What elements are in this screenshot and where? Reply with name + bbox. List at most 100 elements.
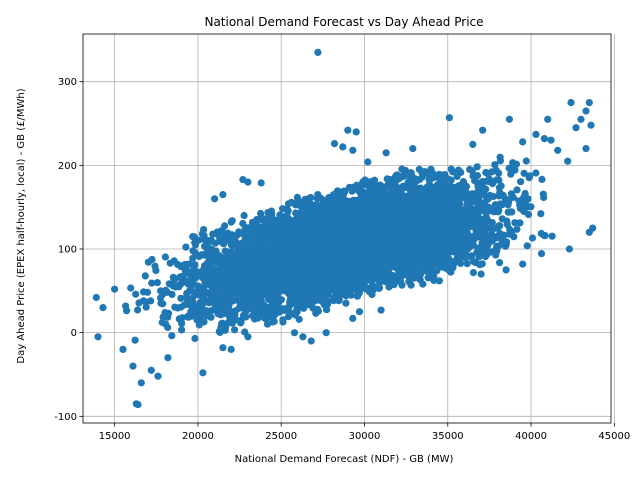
data-point [522, 157, 530, 165]
data-point [513, 186, 521, 194]
data-point [462, 237, 470, 245]
data-point [476, 261, 484, 269]
data-point [411, 274, 419, 282]
data-point [142, 303, 150, 311]
data-point [317, 194, 325, 202]
data-point [390, 279, 399, 287]
data-point [134, 306, 142, 314]
data-point [218, 310, 226, 318]
data-point [221, 222, 229, 230]
data-point [484, 195, 492, 203]
data-point [295, 292, 303, 300]
data-point [191, 334, 199, 343]
data-point [494, 232, 502, 240]
data-point [175, 281, 183, 289]
data-point [185, 295, 193, 303]
data-point [220, 299, 228, 307]
data-point [153, 279, 161, 287]
data-point [257, 238, 265, 246]
data-point [271, 302, 279, 311]
data-point [304, 195, 312, 203]
data-point [422, 254, 430, 262]
data-point [122, 302, 130, 310]
data-point [251, 236, 259, 244]
data-point [210, 265, 218, 273]
data-point [203, 246, 211, 254]
data-point [399, 182, 407, 190]
data-point [461, 182, 470, 190]
data-point [482, 207, 491, 215]
data-point [472, 220, 480, 228]
data-point [165, 309, 173, 317]
data-point [161, 253, 169, 261]
data-point [323, 207, 331, 216]
data-point [528, 234, 537, 242]
data-point [292, 209, 300, 217]
data-point [362, 197, 370, 205]
data-point [212, 271, 220, 279]
data-point [263, 320, 272, 328]
data-point [148, 279, 156, 287]
data-point [463, 201, 471, 209]
data-point [548, 232, 556, 240]
data-point [192, 313, 200, 321]
data-point [475, 253, 483, 261]
data-point [538, 175, 546, 183]
data-point [505, 196, 513, 204]
data-point [459, 228, 467, 236]
data-point [257, 224, 265, 232]
data-point [237, 316, 245, 324]
data-point [347, 291, 355, 299]
data-point [218, 281, 226, 289]
data-point [473, 232, 481, 240]
data-point [198, 318, 206, 326]
data-point [339, 211, 347, 219]
data-point [253, 216, 262, 224]
data-point [524, 195, 532, 203]
data-point [461, 193, 469, 202]
data-point [539, 190, 547, 198]
data-point [388, 232, 396, 240]
data-point [243, 281, 251, 290]
data-point [194, 288, 202, 296]
data-point [191, 261, 199, 269]
data-point [379, 196, 387, 204]
data-point [443, 260, 451, 269]
data-point [177, 294, 185, 302]
data-point [256, 252, 264, 260]
data-point [178, 326, 186, 334]
data-point [351, 246, 359, 254]
data-point [359, 283, 367, 291]
data-point [341, 188, 349, 196]
data-point [416, 206, 424, 214]
data-point [496, 259, 504, 267]
data-point [425, 268, 433, 276]
data-point [266, 308, 274, 316]
data-point [279, 318, 287, 326]
data-point [462, 188, 470, 196]
data-point [494, 242, 503, 250]
data-point [226, 291, 234, 299]
data-point [147, 297, 155, 305]
data-point [433, 267, 441, 275]
data-point [430, 276, 438, 284]
data-point [507, 170, 515, 178]
data-point [396, 225, 404, 233]
data-point [159, 313, 167, 321]
data-points [92, 48, 597, 409]
data-point [537, 250, 546, 258]
data-point [265, 245, 273, 253]
data-point [355, 289, 363, 297]
data-point [209, 230, 217, 238]
data-point [342, 299, 350, 307]
data-point [484, 177, 492, 185]
data-point [275, 264, 283, 272]
data-point [470, 258, 478, 266]
data-point [370, 198, 379, 206]
data-point [520, 169, 528, 177]
data-point [386, 176, 394, 184]
data-point [177, 303, 185, 311]
data-point [228, 217, 236, 225]
data-point [200, 226, 208, 234]
